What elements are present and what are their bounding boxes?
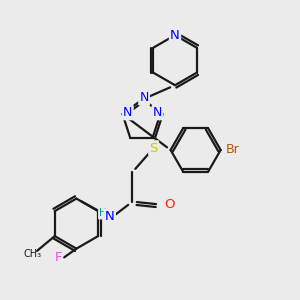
- Text: F: F: [54, 251, 62, 264]
- Text: N: N: [140, 92, 149, 104]
- Text: O: O: [165, 198, 175, 211]
- Text: CH₃: CH₃: [24, 249, 42, 260]
- Text: N: N: [153, 106, 162, 119]
- Text: N: N: [170, 29, 180, 42]
- Text: H: H: [99, 208, 107, 218]
- Text: N: N: [105, 210, 115, 223]
- Text: Br: Br: [226, 143, 240, 157]
- Text: S: S: [149, 142, 158, 154]
- Text: N: N: [123, 106, 133, 119]
